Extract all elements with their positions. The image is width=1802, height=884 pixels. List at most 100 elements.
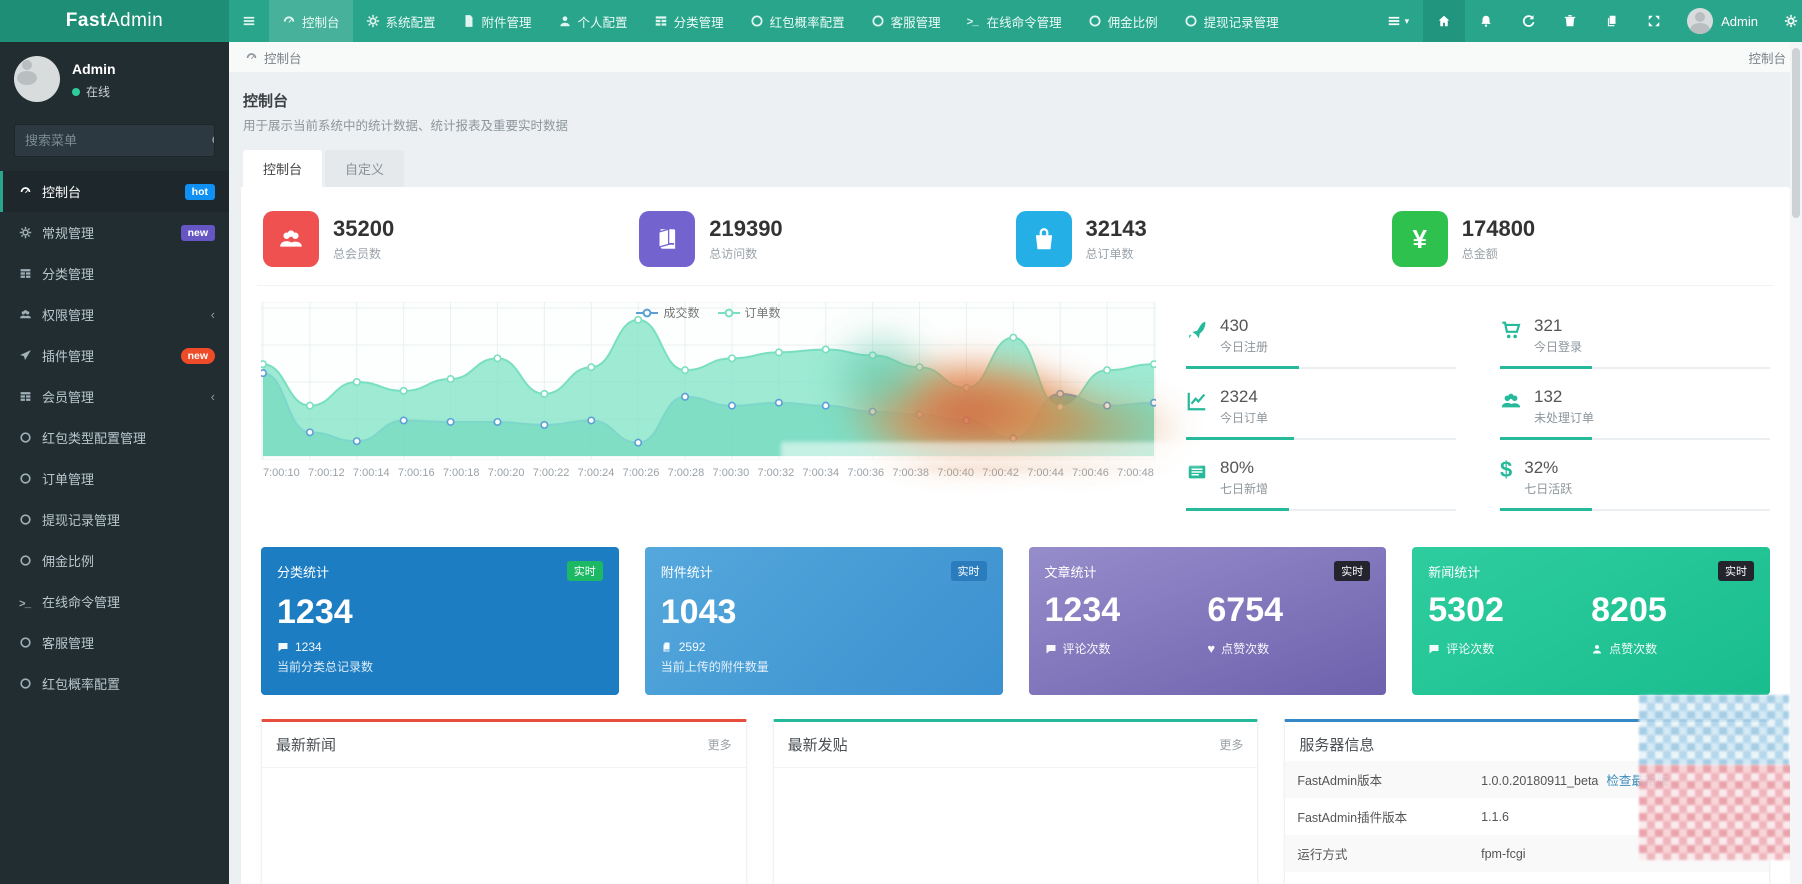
chartline-icon [1186, 390, 1208, 412]
gauge-icon [282, 14, 296, 28]
term-icon: >_ [966, 17, 979, 29]
user-menu[interactable]: Admin [1675, 0, 1770, 42]
more-link[interactable]: 更多 [1219, 738, 1244, 752]
sidebar-item-1[interactable]: 常规管理 new [0, 212, 229, 253]
top-menu-item-2[interactable]: 附件管理 [449, 0, 545, 42]
circle-icon [19, 554, 32, 567]
stat-card-orders: 32143 总订单数 [1015, 211, 1392, 267]
sidebar: Admin 在线 控制台hot常规管理new分类管理权限管理‹插件管理new会员… [0, 42, 229, 884]
top-menu-item-5[interactable]: 红包概率配置 [737, 0, 858, 42]
top-menu-item-7[interactable]: >_ 在线命令管理 [966, 15, 1062, 30]
table-icon [654, 14, 668, 28]
table-icon [19, 267, 32, 280]
cart-icon [1500, 319, 1522, 341]
top-menu-item-9[interactable]: 提现记录管理 [1171, 0, 1292, 42]
notifications-button[interactable] [1465, 0, 1507, 42]
realtime-badge: 实时 [1334, 561, 1371, 581]
top-menu-item-0[interactable]: 控制台 [269, 0, 353, 42]
refresh-button[interactable] [1507, 0, 1549, 42]
sidebar-toggle-button[interactable] [229, 0, 269, 42]
more-link[interactable]: 更多 [707, 738, 732, 752]
file-icon [462, 14, 476, 28]
tab-bar: 控制台 自定义 [243, 150, 1790, 187]
circle-icon [19, 636, 32, 649]
plane-icon [19, 349, 32, 362]
tab-custom[interactable]: 自定义 [325, 150, 405, 187]
stat-label: 总会员数 [333, 247, 382, 262]
term-icon: >_ [19, 599, 31, 611]
sidebar-menu: 控制台 hot 常规管理 new 分类管理 权限管理 ‹ 插件管理 new 会员管理 ‹ 红包类型配置… [0, 171, 229, 704]
stat-value: 35200 [333, 215, 395, 241]
breadcrumb-right: 控制台 [1748, 51, 1786, 66]
user-icon [1591, 643, 1603, 655]
users-icon [19, 308, 32, 321]
top-menu: 控制台 系统配置 附件管理 个人配置 分类管理 红包概率配置 客服管理 >_ 在线命令管理 佣金比… [269, 0, 1373, 42]
censored-mosaic [1639, 695, 1789, 765]
gear-icon [19, 226, 32, 239]
panel-news-stats: 新闻统计 实时 5302 评论次数 8205 点赞次数 [1412, 547, 1770, 695]
scrollbar-thumb[interactable] [1792, 48, 1800, 218]
tabs-list-dropdown-button[interactable]: ▾ [1373, 0, 1424, 42]
expand-arrows-icon [1647, 14, 1661, 28]
yen-icon: ¥ [1391, 211, 1448, 267]
top-menu-item-4[interactable]: 分类管理 [641, 0, 737, 42]
legend-item-orders[interactable]: 订单数 [717, 304, 781, 321]
clear-cache-button[interactable] [1549, 0, 1591, 42]
top-menu-item-3[interactable]: 个人配置 [545, 0, 641, 42]
server-info-row: 调试模式是 [1285, 872, 1769, 884]
sidebar-item-8[interactable]: 提现记录管理 [0, 499, 229, 540]
rocket-icon [1186, 319, 1208, 341]
home-icon [1437, 14, 1451, 28]
breadcrumb[interactable]: 控制台 [245, 48, 302, 67]
home-button[interactable] [1423, 0, 1466, 42]
bottom-boxes-row: 最新新闻 更多 最新发贴 更多 服务器信息 [257, 699, 1774, 884]
sidebar-item-11[interactable]: 客服管理 [0, 622, 229, 663]
trash-icon [1563, 14, 1577, 28]
search-button[interactable] [211, 125, 214, 156]
page-title: 控制台 [243, 93, 289, 110]
docs-button[interactable] [1591, 0, 1633, 42]
panel-attachment-stats: 附件统计 实时 1043 2592 当前上传的附件数量 [644, 547, 1003, 695]
top-menu-item-8[interactable]: 佣金比例 [1075, 0, 1171, 42]
chart-legend: 成交数 订单数 [261, 304, 1156, 321]
stat-label: 总订单数 [1085, 247, 1134, 262]
panel-title: 分类统计 [277, 564, 330, 580]
legend-item-deals[interactable]: 成交数 [636, 304, 700, 321]
top-navbar: Fast Admin 控制台 系统配置 附件管理 个人配置 分类管理 红包概率配置 客服管理 >… [0, 0, 1802, 42]
book-icon [639, 211, 696, 267]
sidebar-item-6[interactable]: 红包类型配置管理 [0, 417, 229, 458]
scrollbar[interactable] [1790, 42, 1802, 884]
main-area: 控制台 控制台 控制台 用于展示当前系统中的统计数据、统计报表及重要实时数据 控… [229, 42, 1802, 884]
top-menu-item-1[interactable]: 系统配置 [353, 0, 449, 42]
brand-logo[interactable]: Fast Admin [0, 0, 229, 42]
orders-chart: 成交数 订单数 7:00:10 7:00:12 7:00:14 7:00:16 7:00… [258, 301, 1201, 521]
circle-icon [871, 14, 885, 28]
stat-value: 219390 [709, 215, 783, 241]
legend-marker-icon [636, 308, 659, 317]
stat-label: 总金额 [1461, 247, 1498, 262]
realtime-badge: 实时 [950, 561, 987, 581]
sidebar-item-0[interactable]: 控制台 hot [0, 171, 229, 212]
tab-console[interactable]: 控制台 [243, 150, 323, 187]
sidebar-user-panel: Admin 在线 [0, 42, 229, 118]
heart-icon: ♥ [1207, 641, 1216, 657]
chevron-left-icon: ‹ [210, 389, 215, 404]
sidebar-item-12[interactable]: 红包概率配置 [0, 663, 229, 704]
user-icon [558, 14, 572, 28]
box-title: 最新新闻 [276, 737, 337, 754]
sidebar-item-2[interactable]: 分类管理 [0, 253, 229, 294]
top-menu-item-6[interactable]: 客服管理 [858, 0, 954, 42]
sidebar-item-9[interactable]: 佣金比例 [0, 540, 229, 581]
stat-label: 总访问数 [709, 247, 758, 262]
table-icon [19, 390, 32, 403]
sidebar-item-4[interactable]: 插件管理 new [0, 335, 229, 376]
sidebar-item-10[interactable]: >_ 在线命令管理 [19, 595, 121, 611]
search-icon [211, 134, 214, 148]
sidebar-item-7[interactable]: 订单管理 [0, 458, 229, 499]
sidebar-item-3[interactable]: 权限管理 ‹ [0, 294, 229, 335]
search-input[interactable] [15, 125, 211, 156]
sidebar-item-5[interactable]: 会员管理 ‹ [0, 376, 229, 417]
fullscreen-button[interactable] [1633, 0, 1675, 42]
settings-button[interactable] [1770, 0, 1802, 42]
